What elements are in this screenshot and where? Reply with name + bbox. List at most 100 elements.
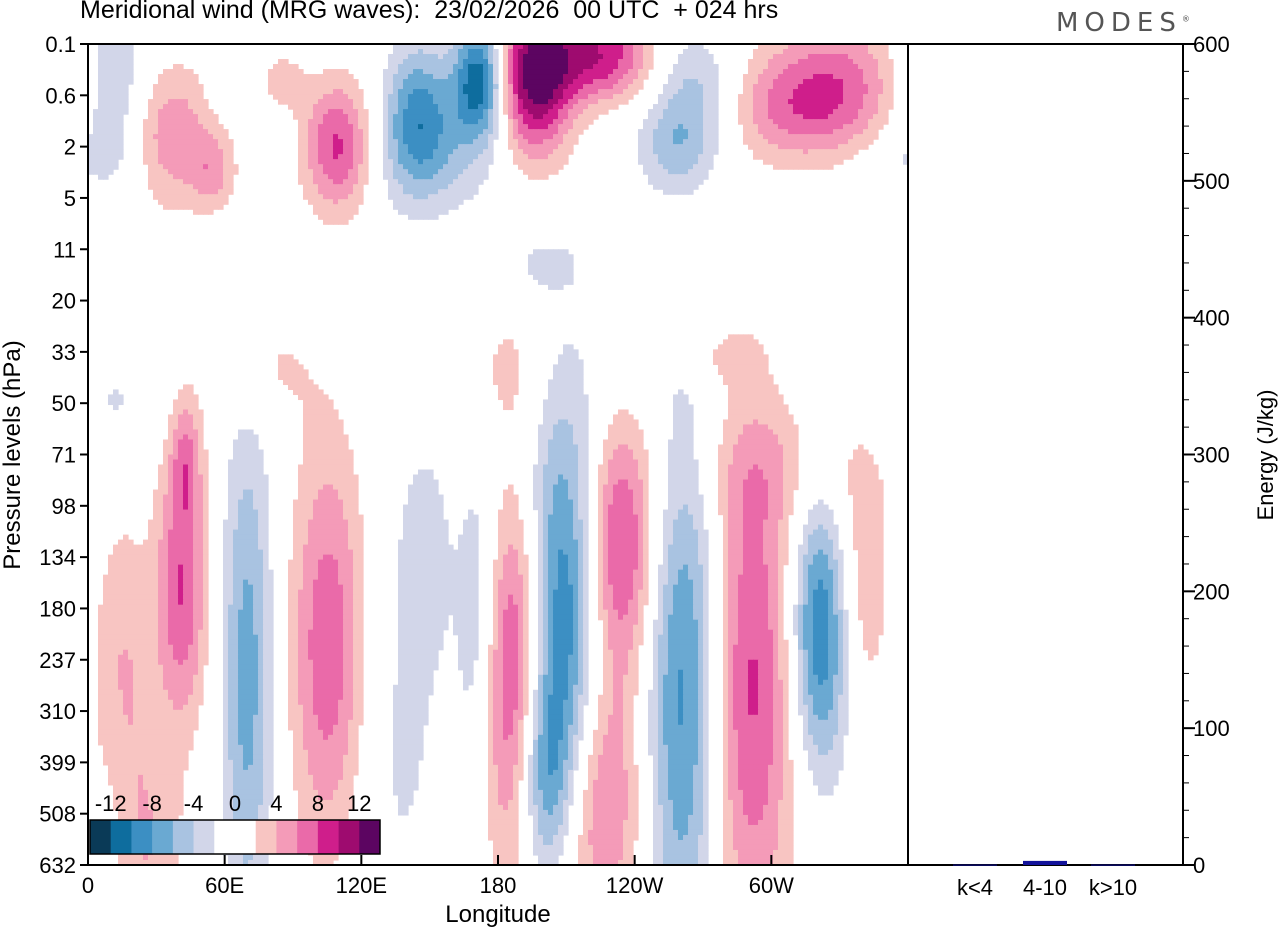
heatmap-cell (793, 109, 799, 115)
heatmap-cell (573, 474, 579, 481)
heatmap-cell (748, 94, 754, 100)
heatmap-cell (338, 139, 344, 145)
heatmap-cell (648, 64, 654, 70)
heatmap-cell (233, 469, 239, 476)
heatmap-cell (808, 84, 814, 90)
heatmap-cell (213, 189, 219, 195)
heatmap-cell (283, 84, 289, 90)
heatmap-cell (468, 69, 474, 75)
heatmap-cell (713, 64, 719, 70)
heatmap-cell (678, 399, 684, 406)
heatmap-cell (568, 354, 574, 360)
heatmap-cell (408, 129, 414, 135)
heatmap-cell (413, 139, 419, 145)
heatmap-cell (398, 164, 404, 170)
heatmap-cell (193, 459, 199, 466)
heatmap-cell (763, 354, 769, 360)
heatmap-cell (163, 144, 169, 150)
heatmap-cell (753, 64, 759, 70)
heatmap-cell (663, 189, 669, 195)
heatmap-cell (763, 369, 769, 376)
heatmap-cell (508, 99, 514, 105)
heatmap-cell (168, 179, 174, 185)
heatmap-cell (323, 134, 329, 140)
heatmap-cell (178, 94, 184, 100)
heatmap-cell (103, 84, 109, 90)
heatmap-cell (853, 114, 859, 120)
heatmap-cell (553, 269, 559, 275)
heatmap-cell (303, 149, 309, 155)
heatmap-cell (573, 489, 579, 496)
heatmap-cell (633, 454, 639, 461)
heatmap-cell (783, 429, 789, 436)
heatmap-cell (753, 459, 759, 466)
heatmap-cell (208, 169, 214, 175)
heatmap-cell (323, 459, 329, 466)
heatmap-cell (103, 44, 109, 50)
heatmap-cell (358, 139, 364, 145)
heatmap-cell (538, 79, 544, 85)
heatmap-cell (293, 499, 299, 506)
heatmap-cell (143, 139, 149, 145)
heatmap-cell (843, 94, 849, 100)
heatmap-cell (798, 64, 804, 70)
heatmap-cell (703, 109, 709, 115)
heatmap-cell (318, 394, 324, 401)
heatmap-cell (348, 449, 354, 456)
heatmap-cell (178, 499, 184, 506)
heatmap-cell (413, 489, 419, 496)
heatmap-cell (343, 89, 349, 95)
heatmap-cell (488, 129, 494, 135)
heatmap-cell (723, 469, 729, 476)
heatmap-cell (388, 139, 394, 145)
heatmap-cell (883, 99, 889, 105)
heatmap-cell (618, 464, 624, 471)
heatmap-cell (578, 89, 584, 95)
heatmap-cell (588, 44, 594, 50)
heatmap-cell (463, 124, 469, 130)
heatmap-cell (238, 444, 244, 451)
heatmap-cell (423, 474, 429, 481)
heatmap-cell (713, 109, 719, 115)
heatmap-cell (283, 64, 289, 70)
heatmap-cell (468, 164, 474, 170)
heatmap-cell (168, 464, 174, 471)
heatmap-cell (563, 364, 569, 370)
heatmap-cell (153, 489, 159, 496)
heatmap-cell (528, 264, 534, 270)
heatmap-cell (358, 199, 364, 205)
heatmap-cell (298, 379, 304, 386)
heatmap-cell (818, 134, 824, 140)
heatmap-cell (293, 74, 299, 80)
heatmap-cell (768, 149, 774, 155)
heatmap-cell (448, 114, 454, 120)
heatmap-cell (98, 134, 104, 140)
heatmap-cell (163, 489, 169, 496)
heatmap-cell (798, 94, 804, 100)
heatmap-cell (568, 364, 574, 370)
heatmap-cell (763, 404, 769, 411)
heatmap-cell (423, 179, 429, 185)
heatmap-cell (483, 69, 489, 75)
heatmap-cell (748, 454, 754, 461)
heatmap-cell (513, 124, 519, 130)
heatmap-cell (173, 189, 179, 195)
heatmap-cell (693, 74, 699, 80)
heatmap-cell (558, 474, 564, 481)
heatmap-cell (203, 464, 209, 471)
heatmap-cell (348, 154, 354, 160)
heatmap-cell (288, 374, 294, 381)
heatmap-cell (483, 49, 489, 55)
heatmap-cell (503, 374, 509, 381)
heatmap-cell (863, 74, 869, 80)
heatmap-cell (513, 389, 519, 396)
heatmap-cell (178, 494, 184, 501)
heatmap-cell (603, 44, 609, 50)
heatmap-cell (193, 409, 199, 416)
heatmap-cell (863, 79, 869, 85)
heatmap-cell (693, 139, 699, 145)
heatmap-cell (333, 94, 339, 100)
heatmap-cell (318, 404, 324, 411)
heatmap-cell (433, 49, 439, 55)
heatmap-cell (233, 499, 239, 506)
